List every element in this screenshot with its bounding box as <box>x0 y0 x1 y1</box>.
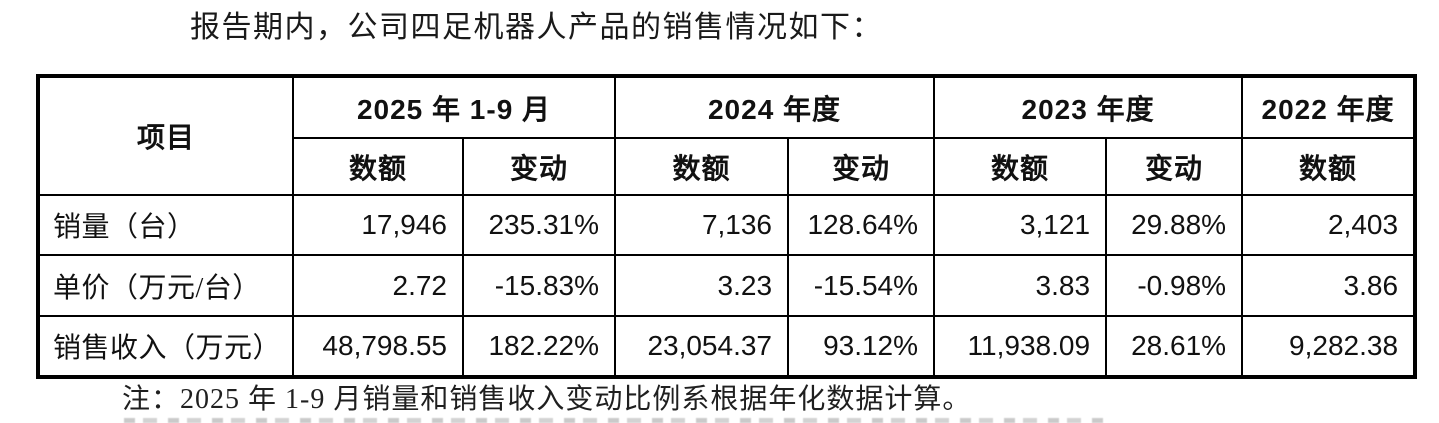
row-label-sales-volume: 销量（台） <box>37 194 294 256</box>
table-row-unit-price: 单价（万元/台） 2.72 -15.83% 3.23 -15.54% 3.83 … <box>37 254 1417 317</box>
column-header-period-2022: 2022 年度 <box>1241 75 1417 139</box>
cutoff-next-line-artifact <box>124 418 1109 423</box>
cell-revenue-2025-change: 182.22% <box>461 315 617 378</box>
cell-volume-2023-amount: 3,121 <box>933 194 1108 256</box>
cell-volume-2025-change: 235.31% <box>461 194 617 256</box>
page-title: 报告期内，公司四足机器人产品的销售情况如下： <box>190 11 883 44</box>
cell-revenue-2024-amount: 23,054.37 <box>614 315 790 378</box>
cell-volume-2023-change: 29.88% <box>1105 194 1244 256</box>
column-header-item: 项目 <box>37 75 294 196</box>
subheader-2025-change: 变动 <box>461 137 617 196</box>
table-row-sales-volume: 销量（台） 17,946 235.31% 7,136 128.64% 3,121… <box>37 194 1417 256</box>
column-header-period-2023: 2023 年度 <box>933 75 1244 139</box>
subheader-2025-amount: 数额 <box>292 137 464 196</box>
cell-revenue-2025-amount: 48,798.55 <box>292 315 464 378</box>
footnote: 注：2025 年 1-9 月销量和销售收入变动比例系根据年化数据计算。 <box>122 384 972 415</box>
row-label-unit-price: 单价（万元/台） <box>37 254 294 317</box>
cell-revenue-2023-amount: 11,938.09 <box>933 315 1108 378</box>
cell-price-2025-amount: 2.72 <box>292 254 464 317</box>
cell-volume-2024-amount: 7,136 <box>614 194 790 256</box>
cell-price-2024-amount: 3.23 <box>614 254 790 317</box>
subheader-2023-amount: 数额 <box>933 137 1108 196</box>
subheader-2023-change: 变动 <box>1105 137 1244 196</box>
header-row-measures: 数额 变动 数额 变动 数额 变动 数额 <box>38 137 1417 196</box>
cell-price-2023-change: -0.98% <box>1105 254 1244 317</box>
subheader-2022-amount: 数额 <box>1241 137 1417 196</box>
row-label-sales-revenue: 销售收入（万元） <box>37 315 294 378</box>
cell-volume-2025-amount: 17,946 <box>292 194 464 256</box>
cell-price-2024-change: -15.54% <box>787 254 936 317</box>
table-row-sales-revenue: 销售收入（万元） 48,798.55 182.22% 23,054.37 93.… <box>37 315 1417 378</box>
cell-price-2023-amount: 3.83 <box>933 254 1108 317</box>
cell-revenue-2024-change: 93.12% <box>787 315 936 378</box>
sales-data-table: 项目 2025 年 1-9 月 2024 年度 2023 年度 2022 年度 … <box>36 74 1418 379</box>
column-header-period-2025: 2025 年 1-9 月 <box>291 75 617 139</box>
cell-volume-2024-change: 128.64% <box>787 194 936 256</box>
header-row-periods: 项目 2025 年 1-9 月 2024 年度 2023 年度 2022 年度 <box>37 75 1417 196</box>
cell-price-2025-change: -15.83% <box>461 254 617 317</box>
subheader-2024-change: 变动 <box>787 137 936 196</box>
subheader-2024-amount: 数额 <box>614 137 790 196</box>
cell-price-2022-amount: 3.86 <box>1241 254 1417 317</box>
cell-revenue-2023-change: 28.61% <box>1105 315 1244 378</box>
cell-revenue-2022-amount: 9,282.38 <box>1241 315 1417 378</box>
cell-volume-2022-amount: 2,403 <box>1241 194 1417 256</box>
column-header-period-2024: 2024 年度 <box>614 75 936 139</box>
